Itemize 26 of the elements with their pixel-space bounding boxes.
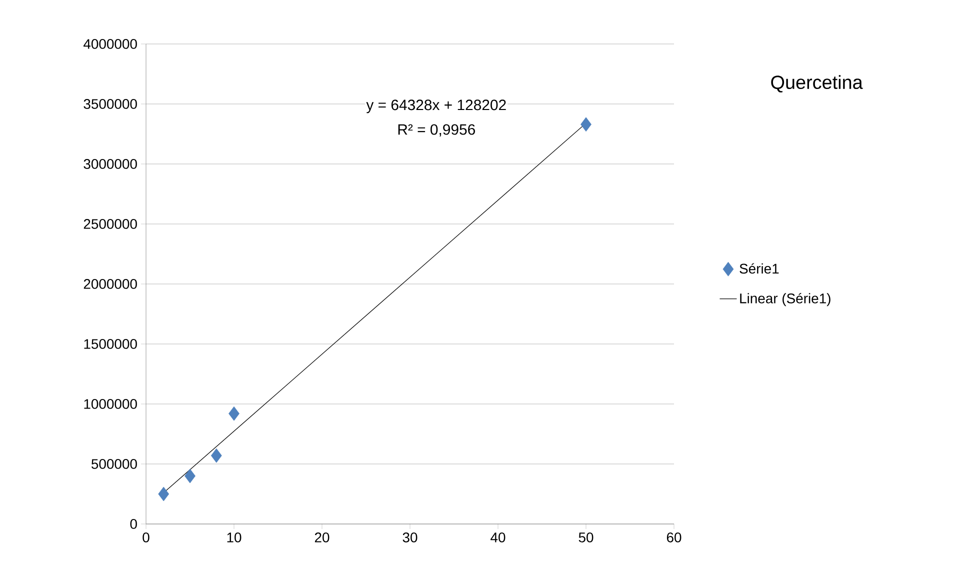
y-tick-label: 500000: [92, 459, 137, 469]
x-tick-label: 60: [666, 532, 682, 542]
point: [158, 486, 170, 502]
point: [210, 448, 222, 463]
point: [184, 468, 196, 484]
x-tick-label: 30: [402, 532, 418, 542]
x-tick-label: 10: [227, 532, 242, 542]
legend-label: Série1: [740, 263, 779, 274]
y-tick-label: 2000000: [84, 279, 137, 289]
y-tick-label: 1500000: [84, 339, 137, 349]
x-tick-label: 40: [490, 532, 506, 542]
y-tick-label: 1000000: [84, 399, 137, 409]
y-tick-label: 0: [130, 519, 137, 529]
y-tick-label: 3500000: [84, 99, 137, 109]
point: [580, 117, 592, 132]
x-tick-label: 20: [314, 532, 330, 542]
y-tick-label: 3000000: [84, 159, 137, 169]
point: [228, 406, 240, 421]
annotation: R² = 0,9956: [398, 124, 475, 137]
x-tick-label: 0: [142, 532, 150, 542]
legend-label: Linear (Série1): [740, 292, 830, 306]
y-tick-label: 2500000: [84, 219, 137, 229]
y-tick-label: 4000000: [84, 39, 137, 49]
x-tick-label: 50: [578, 532, 594, 542]
text: Quercetina: [771, 75, 863, 92]
annotation: y = 64328x + 128202: [366, 100, 506, 114]
